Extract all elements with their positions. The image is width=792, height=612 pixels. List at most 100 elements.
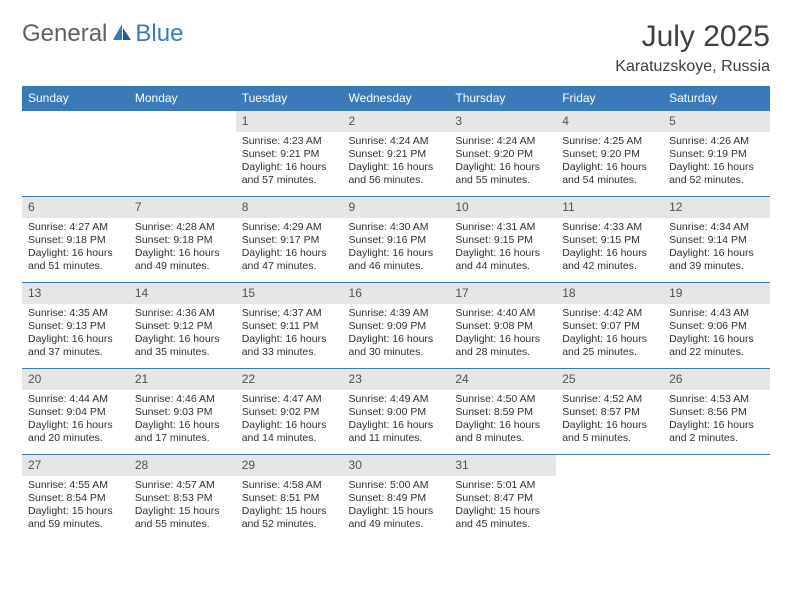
day-number: 23 (343, 369, 450, 390)
daylight-text: Daylight: 15 hours and 59 minutes. (28, 505, 123, 531)
calendar-cell (663, 455, 770, 541)
sunset-text: Sunset: 8:57 PM (562, 406, 657, 419)
daylight-text: Daylight: 16 hours and 44 minutes. (455, 247, 550, 273)
sunrise-text: Sunrise: 4:43 AM (669, 307, 764, 320)
sunset-text: Sunset: 9:09 PM (349, 320, 444, 333)
sunset-text: Sunset: 9:00 PM (349, 406, 444, 419)
calendar-week-row: 20Sunrise: 4:44 AMSunset: 9:04 PMDayligh… (22, 369, 770, 455)
header: General Blue July 2025 Karatuzskoye, Rus… (22, 20, 770, 76)
sunrise-text: Sunrise: 4:46 AM (135, 393, 230, 406)
calendar-week-row: 6Sunrise: 4:27 AMSunset: 9:18 PMDaylight… (22, 197, 770, 283)
daylight-text: Daylight: 16 hours and 47 minutes. (242, 247, 337, 273)
sunset-text: Sunset: 9:21 PM (242, 148, 337, 161)
day-label-tue: Tuesday (236, 86, 343, 111)
calendar-cell: 25Sunrise: 4:52 AMSunset: 8:57 PMDayligh… (556, 369, 663, 455)
daylight-text: Daylight: 16 hours and 17 minutes. (135, 419, 230, 445)
day-body: Sunrise: 4:28 AMSunset: 9:18 PMDaylight:… (129, 218, 236, 278)
daylight-text: Daylight: 16 hours and 20 minutes. (28, 419, 123, 445)
sunset-text: Sunset: 9:12 PM (135, 320, 230, 333)
logo: General Blue (22, 20, 183, 48)
daylight-text: Daylight: 16 hours and 56 minutes. (349, 161, 444, 187)
daylight-text: Daylight: 16 hours and 54 minutes. (562, 161, 657, 187)
sunrise-text: Sunrise: 4:47 AM (242, 393, 337, 406)
day-label-wed: Wednesday (343, 86, 450, 111)
sunset-text: Sunset: 8:59 PM (455, 406, 550, 419)
calendar-cell: 5Sunrise: 4:26 AMSunset: 9:19 PMDaylight… (663, 111, 770, 197)
sunrise-text: Sunrise: 4:39 AM (349, 307, 444, 320)
calendar-cell: 13Sunrise: 4:35 AMSunset: 9:13 PMDayligh… (22, 283, 129, 369)
daylight-text: Daylight: 15 hours and 45 minutes. (455, 505, 550, 531)
sunrise-text: Sunrise: 4:58 AM (242, 479, 337, 492)
day-number: 21 (129, 369, 236, 390)
day-number: 7 (129, 197, 236, 218)
day-number: 9 (343, 197, 450, 218)
day-number: 24 (449, 369, 556, 390)
calendar-cell: 4 Sunrise: 4:25 AMSunset: 9:20 PMDaylight… (556, 111, 663, 197)
day-number: 25 (556, 369, 663, 390)
sunrise-text: Sunrise: 4:40 AM (455, 307, 550, 320)
sunrise-text: Sunrise: 5:00 AM (349, 479, 444, 492)
day-body: Sunrise: 4:33 AMSunset: 9:15 PMDaylight:… (556, 218, 663, 278)
calendar-cell: 20Sunrise: 4:44 AMSunset: 9:04 PMDayligh… (22, 369, 129, 455)
sunset-text: Sunset: 9:15 PM (455, 234, 550, 247)
calendar-cell: 22Sunrise: 4:47 AMSunset: 9:02 PMDayligh… (236, 369, 343, 455)
day-number: 11 (556, 197, 663, 218)
day-label-fri: Friday (556, 86, 663, 111)
calendar-cell (22, 111, 129, 197)
day-number: 28 (129, 455, 236, 476)
day-number: 31 (449, 455, 556, 476)
sunrise-text: Sunrise: 4:23 AM (242, 135, 337, 148)
day-number: 22 (236, 369, 343, 390)
calendar-cell: 28Sunrise: 4:57 AMSunset: 8:53 PMDayligh… (129, 455, 236, 541)
sunset-text: Sunset: 8:54 PM (28, 492, 123, 505)
month-title: July 2025 (615, 20, 770, 54)
daylight-text: Daylight: 16 hours and 57 minutes. (242, 161, 337, 187)
calendar-cell: 26Sunrise: 4:53 AMSunset: 8:56 PMDayligh… (663, 369, 770, 455)
day-number: 17 (449, 283, 556, 304)
day-label-thu: Thursday (449, 86, 556, 111)
sunrise-text: Sunrise: 5:01 AM (455, 479, 550, 492)
day-body: Sunrise: 4:36 AMSunset: 9:12 PMDaylight:… (129, 304, 236, 364)
sunset-text: Sunset: 9:14 PM (669, 234, 764, 247)
calendar-cell: 24Sunrise: 4:50 AMSunset: 8:59 PMDayligh… (449, 369, 556, 455)
day-body: Sunrise: 4:49 AMSunset: 9:00 PMDaylight:… (343, 390, 450, 450)
calendar-cell: 1Sunrise: 4:23 AMSunset: 9:21 PMDaylight… (236, 111, 343, 197)
calendar-cell: 31Sunrise: 5:01 AMSunset: 8:47 PMDayligh… (449, 455, 556, 541)
sunrise-text: Sunrise: 4:57 AM (135, 479, 230, 492)
day-number: 5 (663, 111, 770, 132)
sunset-text: Sunset: 9:16 PM (349, 234, 444, 247)
day-label-sat: Saturday (663, 86, 770, 111)
sunset-text: Sunset: 9:20 PM (562, 148, 657, 161)
sunset-text: Sunset: 9:17 PM (242, 234, 337, 247)
daylight-text: Daylight: 16 hours and 46 minutes. (349, 247, 444, 273)
day-body: Sunrise: 4:55 AMSunset: 8:54 PMDaylight:… (22, 476, 129, 536)
sunrise-text: Sunrise: 4:35 AM (28, 307, 123, 320)
sunrise-text: Sunrise: 4:37 AM (242, 307, 337, 320)
day-body: Sunrise: 4:31 AMSunset: 9:15 PMDaylight:… (449, 218, 556, 278)
sunrise-text: Sunrise: 4:33 AM (562, 221, 657, 234)
day-body: Sunrise: 4:26 AMSunset: 9:19 PMDaylight:… (663, 132, 770, 192)
day-number: 20 (22, 369, 129, 390)
sunrise-text: Sunrise: 4:36 AM (135, 307, 230, 320)
daylight-text: Daylight: 16 hours and 39 minutes. (669, 247, 764, 273)
day-number: 6 (22, 197, 129, 218)
day-body: Sunrise: 4:30 AMSunset: 9:16 PMDaylight:… (343, 218, 450, 278)
daylight-text: Daylight: 16 hours and 2 minutes. (669, 419, 764, 445)
sunset-text: Sunset: 9:03 PM (135, 406, 230, 419)
day-body: Sunrise: 5:00 AMSunset: 8:49 PMDaylight:… (343, 476, 450, 536)
sunset-text: Sunset: 9:18 PM (135, 234, 230, 247)
daylight-text: Daylight: 15 hours and 55 minutes. (135, 505, 230, 531)
day-body: Sunrise: 4:24 AMSunset: 9:20 PMDaylight:… (449, 132, 556, 192)
sunrise-text: Sunrise: 4:25 AM (562, 135, 657, 148)
calendar-cell: 27Sunrise: 4:55 AMSunset: 8:54 PMDayligh… (22, 455, 129, 541)
day-body: Sunrise: 4:37 AMSunset: 9:11 PMDaylight:… (236, 304, 343, 364)
day-number: 13 (22, 283, 129, 304)
sunrise-text: Sunrise: 4:29 AM (242, 221, 337, 234)
day-body: Sunrise: 4:42 AMSunset: 9:07 PMDaylight:… (556, 304, 663, 364)
calendar-cell: 3Sunrise: 4:24 AMSunset: 9:20 PMDaylight… (449, 111, 556, 197)
day-number: 4 (556, 111, 663, 132)
calendar-cell: 12Sunrise: 4:34 AMSunset: 9:14 PMDayligh… (663, 197, 770, 283)
calendar-cell: 11Sunrise: 4:33 AMSunset: 9:15 PMDayligh… (556, 197, 663, 283)
day-number: 27 (22, 455, 129, 476)
sunset-text: Sunset: 8:49 PM (349, 492, 444, 505)
